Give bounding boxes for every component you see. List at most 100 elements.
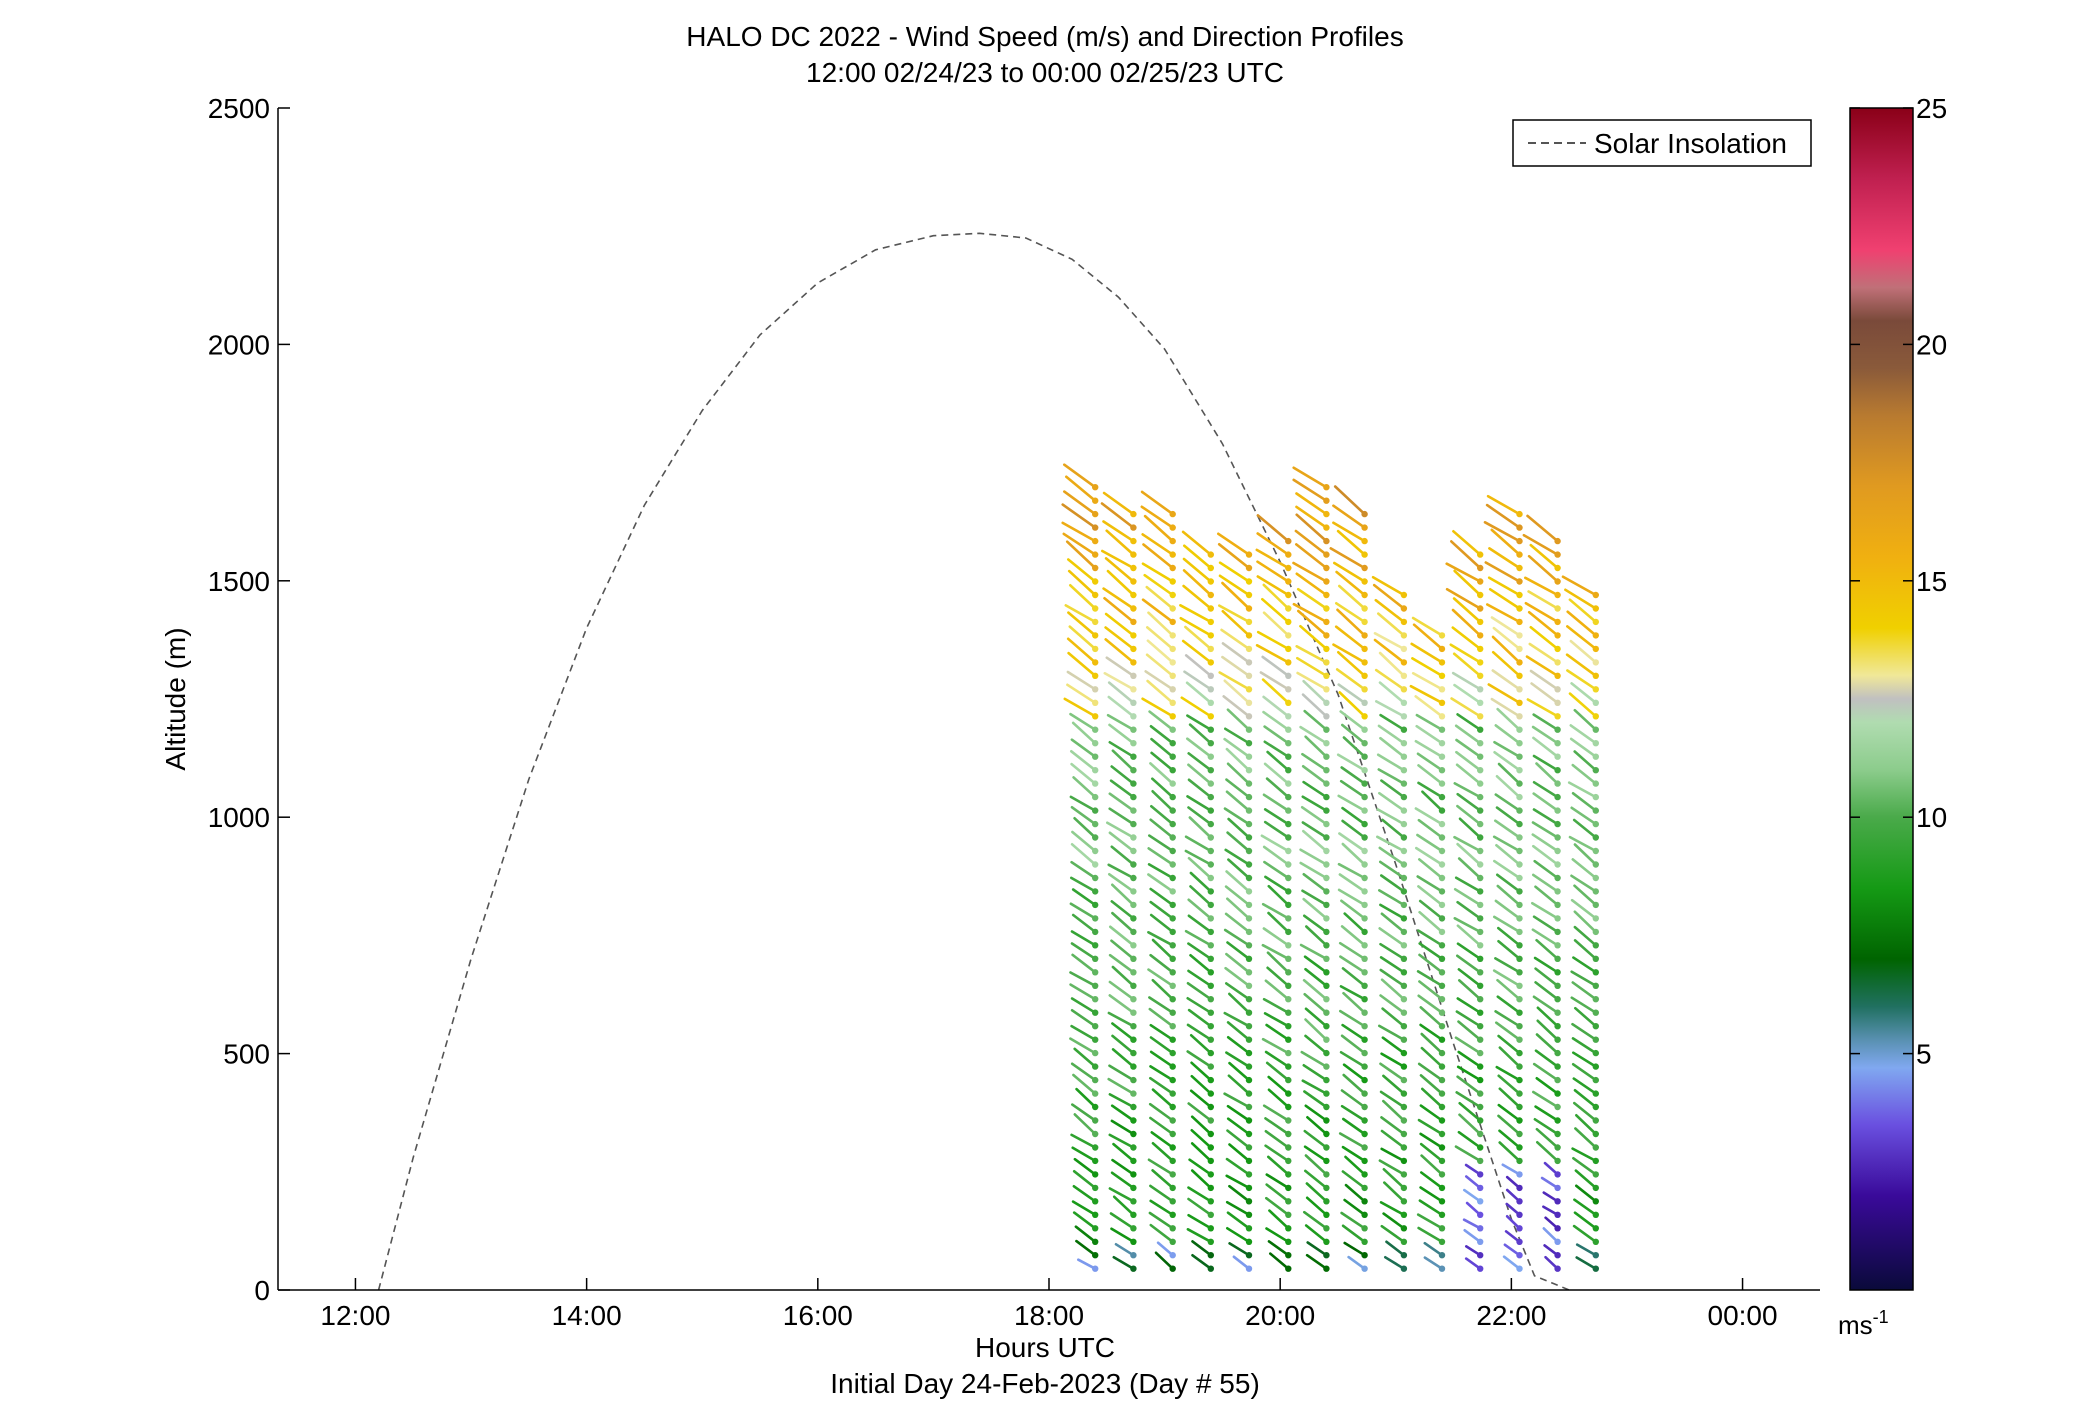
wind-barb-point [1477,1171,1484,1178]
wind-barb [1305,1253,1328,1270]
wind-barb [1339,710,1366,732]
wind-barb [1105,529,1135,556]
wind-barb [1069,971,1097,988]
wind-barb-point [1361,996,1368,1003]
wind-barb [1226,941,1251,961]
wind-barb-point [1361,578,1368,585]
wind-barb [1295,543,1328,570]
wind-barb [1150,1131,1174,1149]
wind-barb [1187,806,1213,826]
wind-barb [1526,698,1559,718]
wind-barb-point [1477,1090,1484,1097]
wind-barb [1070,1062,1097,1082]
wind-barb [1228,1242,1251,1257]
wind-barb-point [1207,1157,1215,1165]
wind-barb-point [1592,1225,1600,1232]
wind-barb-point [1477,686,1484,693]
wind-barb [1264,1144,1290,1163]
wind-barb [1186,714,1213,732]
wind-barb [1495,1065,1521,1082]
wind-barb-point [1438,901,1446,909]
wind-barb-point [1477,1049,1484,1057]
wind-barb [1418,942,1444,961]
wind-barb-point [1477,1157,1484,1165]
wind-barb [1536,1019,1559,1041]
wind-barb-point [1361,834,1368,841]
wind-barb-point [1169,551,1176,558]
wind-barb [1566,669,1598,691]
wind-barb-point [1323,861,1330,868]
wind-barb-point [1323,578,1330,585]
wind-barb [1187,942,1213,961]
wind-barb-point [1207,1117,1215,1124]
wind-barb-point [1130,996,1137,1003]
wind-barb [1332,504,1366,529]
wind-barb-point [1169,928,1176,936]
wind-barb [1495,843,1521,866]
wind-barb [1292,602,1328,624]
wind-barb-point [1285,1238,1292,1246]
wind-barb-point [1092,484,1099,491]
wind-barb-point [1361,686,1368,693]
wind-barb [1147,968,1174,988]
wind-barb-point [1438,1130,1446,1138]
wind-barb-point [1361,1036,1368,1043]
wind-barb [1456,954,1482,974]
wind-barb-point [1592,915,1600,922]
wind-barb-point [1169,780,1176,787]
wind-barb-point [1285,969,1292,976]
wind-barb [1269,1252,1290,1270]
wind-barb-point [1400,1265,1408,1272]
wind-barb [1227,1074,1251,1095]
wind-barb-point [1092,1265,1099,1272]
wind-barb [1217,542,1251,570]
wind-barb [1340,899,1366,920]
wind-barb [1143,573,1174,597]
wind-barb-point [1130,1090,1137,1097]
wind-barb-point [1361,915,1368,922]
wind-barb-point [1245,632,1253,639]
wind-barb-point [1285,1022,1292,1030]
wind-barb-point [1092,618,1099,626]
wind-barb [1338,1132,1366,1149]
y-tick-label: 500 [223,1039,270,1070]
wind-barb [1223,737,1251,759]
wind-barb [1453,916,1482,934]
wind-barb [1334,625,1366,651]
wind-barb-point [1592,1009,1600,1016]
wind-barb [1494,1010,1521,1028]
wind-barb [1265,1023,1290,1041]
wind-barb-point [1438,1036,1446,1043]
wind-barb-point [1400,1049,1408,1057]
wind-barb [1072,1073,1097,1095]
wind-barb [1493,859,1521,880]
wind-barb-point [1130,605,1137,612]
wind-barb [1224,966,1251,988]
wind-barb [1380,874,1406,893]
wind-barb [1149,913,1174,934]
wind-barb-point [1400,1130,1408,1138]
wind-barb [1497,1034,1521,1055]
wind-barb [1341,819,1366,839]
wind-barb [1414,739,1444,759]
solar-insolation-layer [377,232,1570,1291]
wind-barb-point [1361,1117,1368,1124]
wind-barb [1341,967,1366,988]
wind-barb-point [1400,874,1408,882]
wind-barb-point [1477,874,1484,882]
wind-barb-point [1130,564,1137,572]
wind-barb-point [1438,955,1446,962]
x-tick-label: 20:00 [1245,1300,1315,1331]
wind-barb-point [1516,982,1523,989]
wind-barb [1108,831,1135,853]
wind-barb-point [1285,915,1292,922]
wind-barb [1224,885,1251,907]
wind-barb [1532,995,1559,1015]
wind-barb [1071,1200,1097,1217]
wind-barb-point [1361,861,1368,868]
wind-barb [1493,915,1521,934]
wind-barb [1304,1224,1328,1244]
wind-barb-point [1285,726,1292,733]
wind-barb-point [1592,618,1600,626]
wind-barb-point [1285,578,1292,585]
